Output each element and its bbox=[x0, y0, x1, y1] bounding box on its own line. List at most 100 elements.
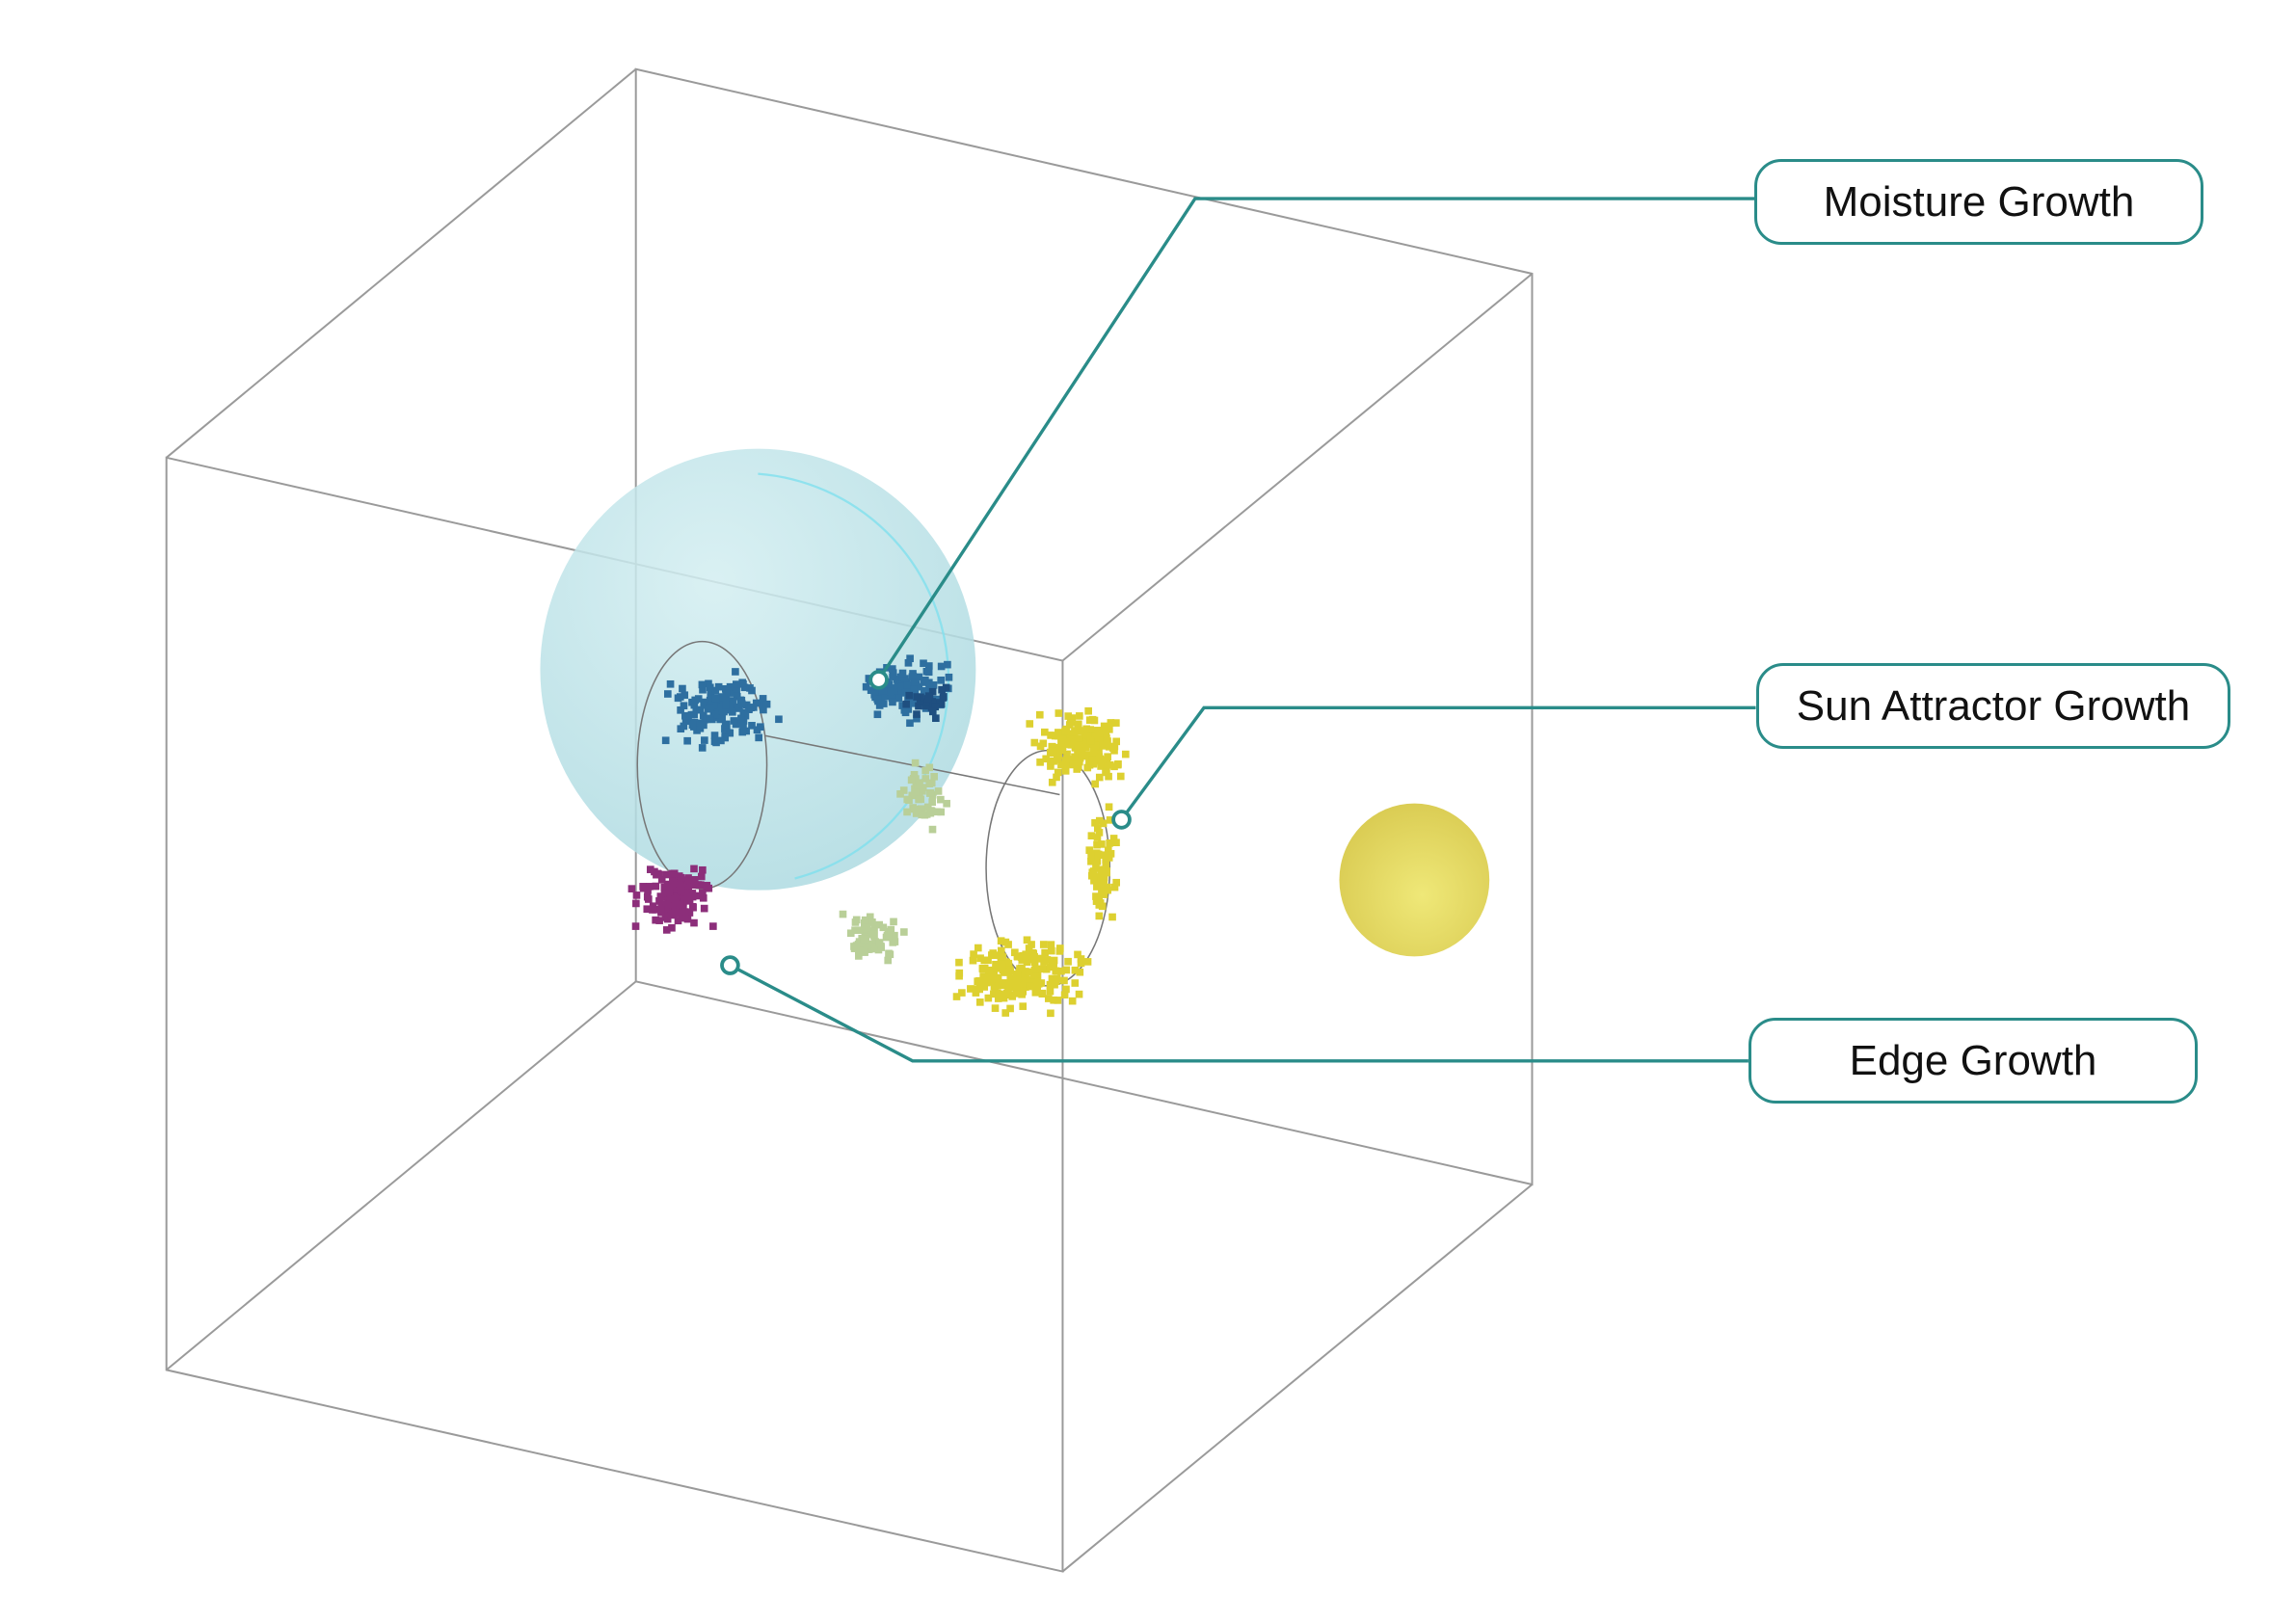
agent-point bbox=[1092, 741, 1100, 750]
agent-point bbox=[1060, 991, 1069, 999]
agent-point bbox=[643, 892, 652, 901]
agent-point bbox=[1055, 709, 1063, 717]
agent-point bbox=[700, 904, 708, 913]
agent-point bbox=[1105, 772, 1112, 781]
agent-point bbox=[908, 699, 917, 707]
agent-point bbox=[1087, 832, 1096, 840]
agent-point bbox=[1022, 979, 1029, 988]
agent-point bbox=[667, 911, 676, 918]
agent-point bbox=[1018, 990, 1026, 998]
agent-point bbox=[870, 690, 878, 699]
agent-point bbox=[1057, 967, 1065, 975]
agent-point bbox=[1062, 985, 1070, 994]
agent-point bbox=[681, 691, 689, 700]
agent-point bbox=[1078, 747, 1086, 756]
agent-point bbox=[1038, 990, 1047, 998]
agent-point bbox=[668, 923, 676, 932]
agent-point bbox=[685, 897, 694, 905]
agent-point bbox=[674, 694, 682, 703]
agent-point bbox=[875, 920, 884, 929]
agent-point bbox=[1089, 867, 1098, 875]
agent-point bbox=[694, 881, 703, 889]
agent-point bbox=[982, 978, 991, 987]
agent-point bbox=[1061, 761, 1070, 770]
agent-point bbox=[873, 695, 882, 704]
agent-point bbox=[722, 720, 731, 729]
agent-point bbox=[952, 993, 961, 1000]
agent-point bbox=[1055, 729, 1062, 736]
agent-point bbox=[739, 722, 747, 731]
agent-point bbox=[1067, 731, 1076, 738]
sun-dot bbox=[1111, 810, 1132, 830]
agent-point bbox=[760, 705, 767, 714]
agent-point bbox=[894, 694, 903, 703]
agent-point bbox=[1105, 803, 1113, 812]
agent-point bbox=[1108, 913, 1116, 921]
agent-point bbox=[1041, 728, 1049, 736]
agent-point bbox=[869, 930, 878, 939]
agent-point bbox=[1071, 966, 1080, 974]
agent-point bbox=[747, 704, 756, 712]
agent-point bbox=[718, 714, 726, 723]
agent-point bbox=[879, 923, 888, 932]
agent-point bbox=[655, 897, 663, 905]
agent-point bbox=[1091, 732, 1100, 741]
agent-point bbox=[916, 779, 923, 787]
agent-point bbox=[1046, 980, 1055, 989]
agent-point bbox=[664, 900, 672, 909]
agent-point bbox=[884, 956, 893, 965]
agent-point bbox=[1091, 780, 1100, 788]
agent-point bbox=[1013, 971, 1022, 978]
agent-point bbox=[737, 700, 746, 708]
agent-point bbox=[738, 728, 747, 736]
agent-point bbox=[692, 705, 701, 714]
agent-point bbox=[891, 686, 899, 695]
agent-point bbox=[928, 825, 937, 834]
agent-point bbox=[1077, 959, 1085, 968]
agent-point bbox=[1116, 772, 1125, 781]
agent-point bbox=[866, 913, 874, 921]
agent-point bbox=[901, 688, 909, 697]
agent-point bbox=[759, 699, 766, 707]
agent-point bbox=[679, 684, 686, 693]
agent-point bbox=[972, 989, 980, 997]
agent-point bbox=[903, 681, 912, 689]
agent-point bbox=[911, 758, 920, 767]
agent-point bbox=[889, 669, 897, 677]
agent-point bbox=[652, 916, 659, 924]
agent-point bbox=[1042, 965, 1051, 973]
agent-point bbox=[904, 658, 913, 667]
agent-point bbox=[1095, 912, 1104, 920]
agent-point bbox=[710, 732, 719, 739]
agent-point bbox=[709, 922, 717, 930]
agent-point bbox=[1006, 1004, 1014, 1013]
agent-point bbox=[1061, 757, 1070, 764]
agent-point bbox=[1112, 737, 1120, 746]
agent-point bbox=[889, 698, 896, 706]
agent-point bbox=[740, 683, 749, 692]
edge-growth-label: Edge Growth bbox=[1749, 1018, 2198, 1104]
agent-point bbox=[1022, 951, 1029, 960]
agent-point bbox=[1035, 710, 1044, 719]
agent-point bbox=[680, 702, 688, 710]
agent-point bbox=[690, 701, 699, 709]
agent-point bbox=[967, 985, 974, 993]
agent-point bbox=[861, 916, 869, 924]
agent-point bbox=[1023, 975, 1030, 983]
agent-point bbox=[1083, 732, 1092, 739]
agent-point bbox=[1089, 747, 1098, 755]
agent-point bbox=[1082, 743, 1090, 752]
agent-point bbox=[990, 982, 999, 991]
agent-point bbox=[734, 704, 742, 712]
agent-point bbox=[1102, 854, 1110, 862]
agent-point bbox=[1093, 857, 1102, 865]
agent-point bbox=[1001, 969, 1008, 976]
agent-point bbox=[854, 926, 863, 935]
agent-point bbox=[1104, 846, 1112, 855]
agent-point bbox=[1030, 952, 1038, 961]
agent-point bbox=[990, 990, 998, 998]
agent-point bbox=[1087, 857, 1095, 865]
agent-point bbox=[924, 692, 933, 700]
agent-point bbox=[1049, 743, 1056, 751]
agent-point bbox=[1036, 758, 1044, 766]
